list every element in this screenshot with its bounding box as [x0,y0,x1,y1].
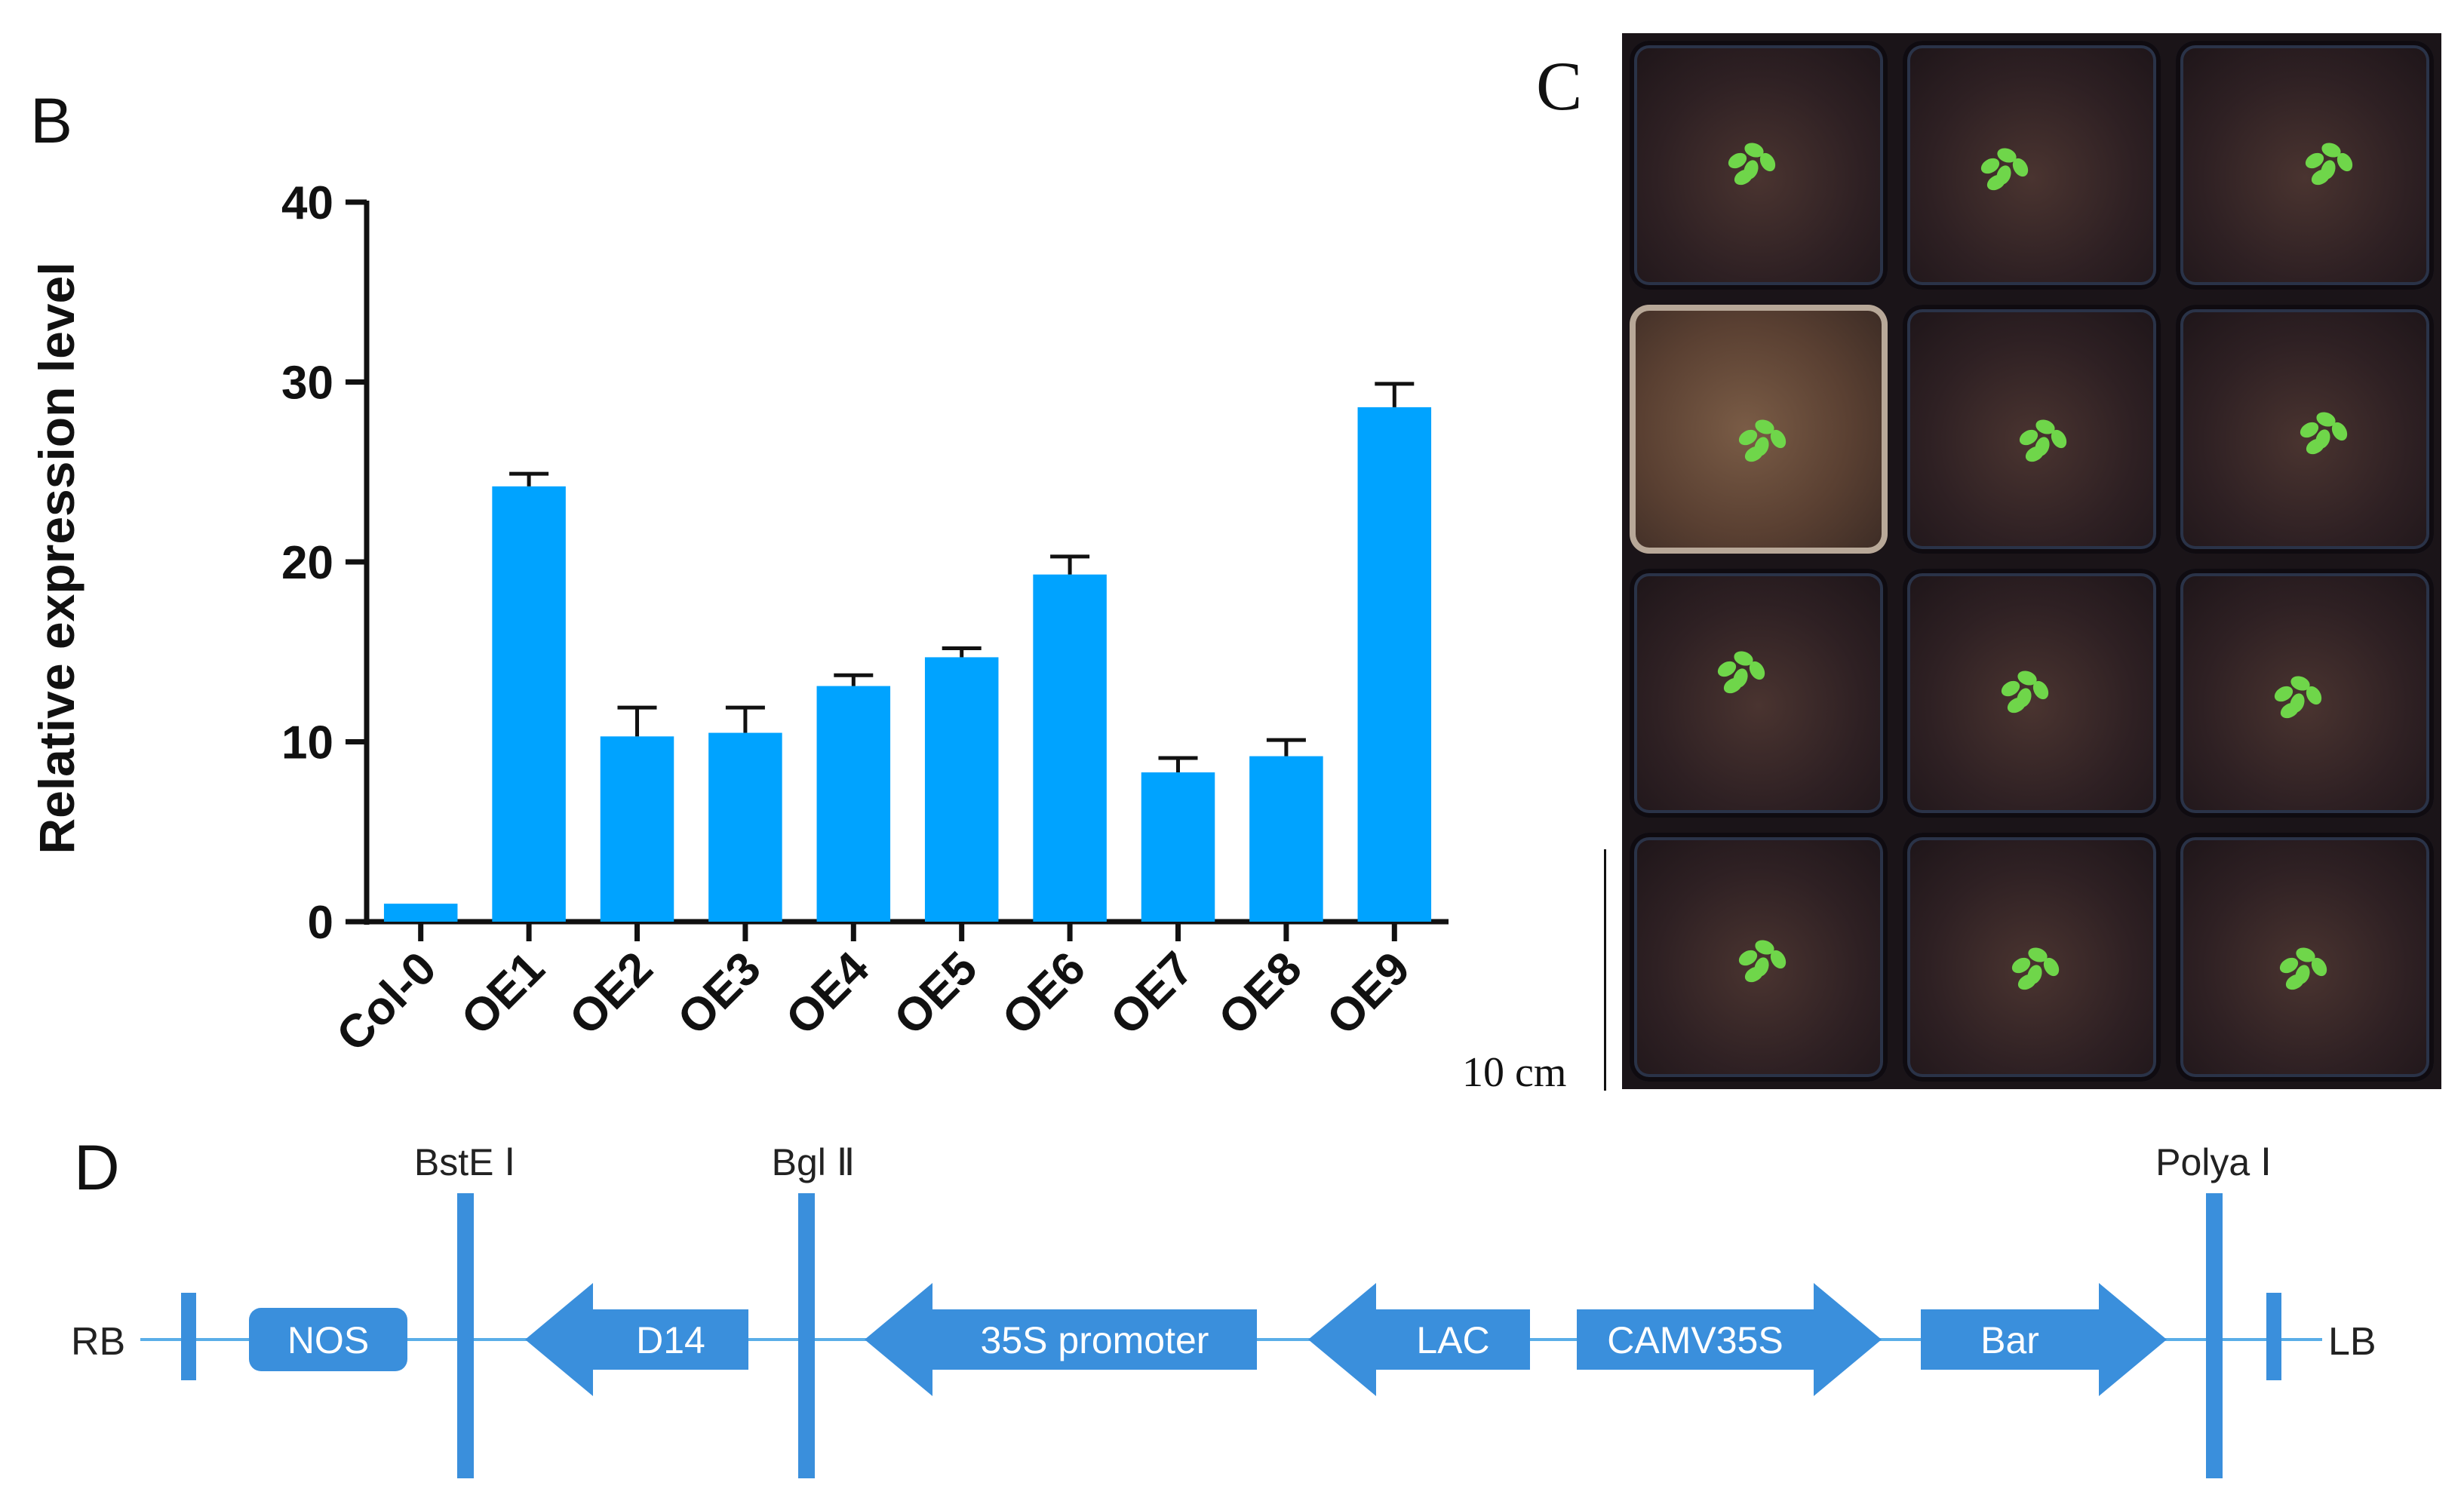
element-lac [1308,1283,1530,1396]
y-tick-label: 30 [281,358,333,410]
scale-bar [1604,849,1606,1091]
border-label-rb: RB [71,1320,125,1364]
pot [2176,41,2434,290]
panel-label-d: D [74,1132,120,1203]
y-axis-title: Relative expression level [29,262,84,854]
pot [2176,305,2434,554]
y-tick-label: 0 [308,897,333,949]
element-lac-label: LAC [1416,1319,1489,1361]
element-d14-label: D14 [636,1319,705,1361]
element-camv35s [1577,1283,1882,1396]
pot [1630,833,1888,1082]
element-35s-promoter-label: 35S promoter [981,1319,1209,1361]
border-marker-lb [2266,1293,2281,1380]
pot [2176,833,2434,1082]
panel-label-b: B [30,85,73,156]
bar-col-0 [383,904,458,922]
scale-bar-label: 10 cm [1462,1049,1567,1096]
element-nos [249,1308,407,1371]
site-bgl-marker [798,1193,815,1478]
bar-oe2 [600,736,674,922]
pot [1630,41,1888,290]
bar-oe4 [816,686,891,922]
element-nos-label: NOS [287,1319,369,1361]
site-bste-label: BstE Ⅰ [414,1141,515,1183]
pot [2176,569,2434,818]
bar-oe3 [708,732,782,922]
bar-oe7 [1141,772,1215,922]
y-tick-label: 20 [281,537,333,589]
pot [1903,833,2161,1082]
seedling-photo [1622,33,2441,1089]
site-bste-marker [457,1193,474,1478]
y-tick-label: 10 [281,717,333,769]
pot [1903,569,2161,818]
element-bar-label: Bar [1980,1319,2039,1361]
element-d14 [525,1283,748,1396]
element-35s-promoter [865,1283,1257,1396]
pot [1903,41,2161,290]
border-marker-rb [181,1293,196,1380]
bar-oe1 [492,486,566,922]
pot [1903,305,2161,554]
bar-oe5 [924,657,999,922]
bar-oe6 [1033,574,1107,922]
site-polya-marker [2206,1193,2223,1478]
y-tick-label: 40 [281,177,333,229]
pot [1630,569,1888,818]
bar-oe8 [1249,756,1323,922]
panel-label-c: C [1536,48,1583,124]
pot [1630,305,1888,554]
element-camv35s-label: CAMV35S [1607,1319,1783,1361]
site-bgl-label: Bgl Ⅱ [772,1141,856,1183]
element-bar [1921,1283,2167,1396]
bar-oe9 [1357,407,1432,922]
border-label-lb: LB [2328,1320,2376,1364]
site-polya-label: Polya Ⅰ [2155,1141,2272,1183]
